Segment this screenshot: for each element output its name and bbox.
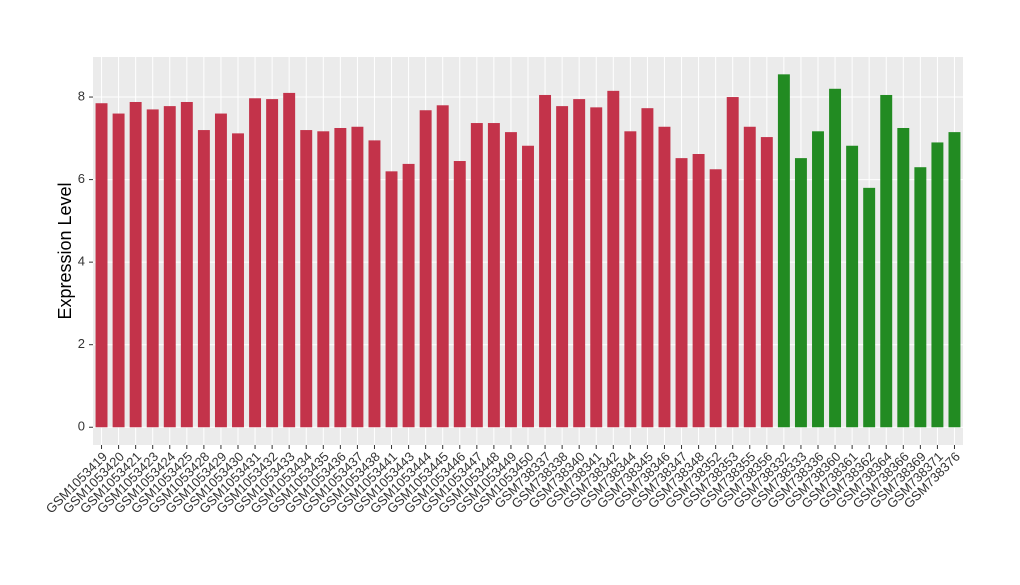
bar xyxy=(112,113,125,428)
bar xyxy=(266,99,279,428)
bar xyxy=(863,187,876,428)
bar xyxy=(197,130,210,428)
bar xyxy=(692,154,705,428)
y-tick-label: 0 xyxy=(78,419,85,434)
bar xyxy=(436,105,449,428)
bar xyxy=(504,132,517,428)
bar xyxy=(232,133,244,428)
bar xyxy=(95,103,108,428)
bar xyxy=(709,169,722,428)
bar xyxy=(641,108,654,428)
bar xyxy=(658,126,671,428)
bar xyxy=(163,106,176,428)
bar xyxy=(760,137,773,428)
bar xyxy=(283,92,296,428)
bar xyxy=(880,94,893,428)
bar xyxy=(385,171,398,428)
bar xyxy=(351,126,364,428)
bar xyxy=(556,106,569,428)
bar xyxy=(846,145,859,428)
bar xyxy=(419,110,432,428)
bar xyxy=(453,161,466,428)
bar xyxy=(368,140,381,428)
bar xyxy=(590,107,603,428)
bar xyxy=(675,158,688,428)
bar xyxy=(129,101,142,428)
bar xyxy=(180,101,193,428)
y-tick-label: 2 xyxy=(78,336,85,351)
bar xyxy=(334,127,347,428)
bar xyxy=(948,132,961,428)
bar xyxy=(402,163,415,428)
bar xyxy=(897,127,910,428)
y-tick-label: 6 xyxy=(78,171,85,186)
bar xyxy=(794,158,807,428)
bar xyxy=(487,123,500,428)
y-axis-title: Expression Level xyxy=(55,182,75,319)
bar xyxy=(539,94,552,428)
bar xyxy=(931,142,944,428)
y-tick-label: 8 xyxy=(78,88,85,103)
y-tick-label: 4 xyxy=(78,254,85,269)
bar xyxy=(249,98,262,428)
bar xyxy=(214,113,227,428)
bar xyxy=(573,99,586,428)
bar xyxy=(146,109,159,428)
bar xyxy=(624,131,637,428)
bar xyxy=(317,131,330,428)
bar xyxy=(812,131,824,428)
bar xyxy=(777,74,790,428)
bar xyxy=(914,167,927,428)
bar xyxy=(470,123,483,428)
bar xyxy=(607,90,620,428)
bar xyxy=(300,130,313,428)
bar xyxy=(726,97,739,428)
bar xyxy=(743,126,756,428)
bar xyxy=(522,145,534,428)
bar xyxy=(829,88,842,428)
